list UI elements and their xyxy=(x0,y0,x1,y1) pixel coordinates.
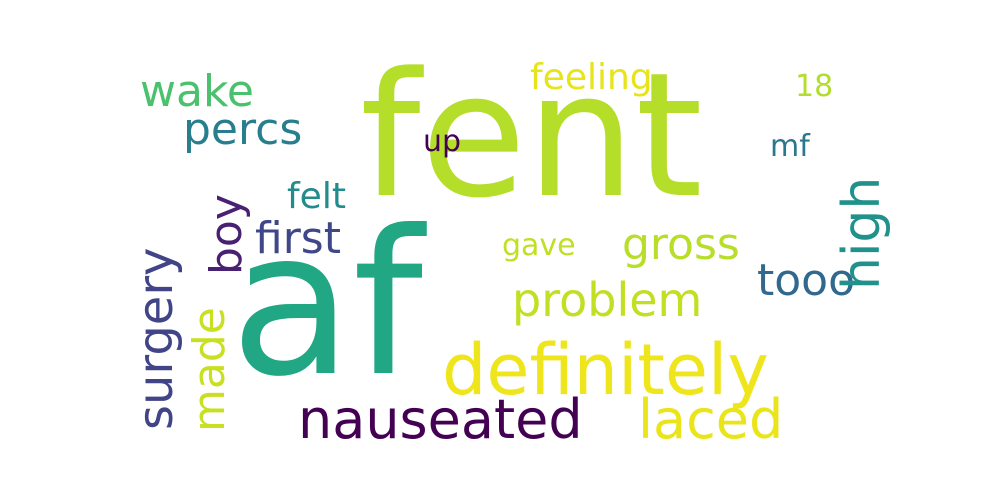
word-mf: mf xyxy=(770,129,810,164)
word-feeling: feeling xyxy=(530,57,653,98)
word-af: af xyxy=(230,188,423,421)
word-definitely: definitely xyxy=(442,329,769,411)
word-problem: problem xyxy=(512,273,703,327)
word-felt: felt xyxy=(287,176,346,217)
word-tooo: tooo xyxy=(757,255,856,306)
word-gross: gross xyxy=(622,219,740,270)
word-made: made xyxy=(184,307,235,432)
word-first: first xyxy=(255,213,341,264)
word-percs: percs xyxy=(183,104,303,155)
word-fent: fent xyxy=(360,35,703,236)
word-surgery: surgery xyxy=(128,247,184,430)
word-high: high xyxy=(832,176,892,290)
word-nauseated: nauseated xyxy=(298,388,583,451)
word-laced: laced xyxy=(638,388,784,451)
word-18: 18 xyxy=(795,69,834,104)
word-boy: boy xyxy=(201,194,252,275)
word-gave: gave xyxy=(502,228,576,263)
word-wake: wake xyxy=(140,66,254,117)
word-up: up xyxy=(423,124,462,159)
